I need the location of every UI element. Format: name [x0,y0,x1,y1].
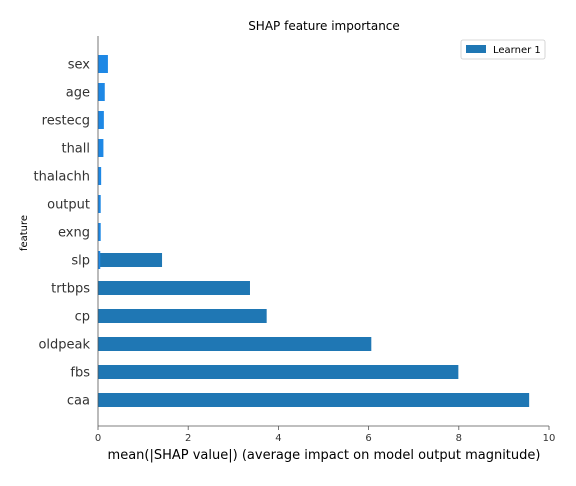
legend: Learner 1 [460,39,546,60]
x-ticks: 0 2 4 6 8 10 [95,426,556,444]
x-tick-label-6: 6 [365,433,371,444]
bar-slp [98,253,163,267]
chart-title: SHAP feature importance [248,19,400,33]
overlay-bar-age [98,83,105,101]
x-axis-label: mean(|SHAP value|) (average impact on mo… [108,448,541,463]
x-tick-label-10: 10 [543,433,556,444]
legend-label: Learner 1 [493,45,541,56]
x-tick-label-0: 0 [95,433,101,444]
bars-group [98,55,530,407]
y-tick-label-sex: sex [68,58,91,73]
bar-cp [98,309,267,323]
overlay-bar-sex [98,55,108,73]
y-tick-label-thalachh: thalachh [33,170,90,185]
bar-oldpeak [98,337,372,351]
y-axis-label: feature [19,215,30,251]
y-tick-label-trtbps: trtbps [51,282,90,297]
y-tick-label-exng: exng [58,226,90,241]
y-tick-label-output: output [47,198,90,213]
overlay-bar-slp [98,251,101,269]
x-tick-label-2: 2 [185,433,191,444]
y-tick-label-oldpeak: oldpeak [38,338,90,353]
y-tick-labels: sex age restecg thall thalachh output exng slp t… [33,58,90,409]
y-tick-label-fbs: fbs [70,366,90,381]
overlay-bar-output [98,195,101,213]
bar-fbs [98,365,459,379]
y-tick-label-restecg: restecg [42,114,90,129]
bar-trtbps [98,281,250,295]
overlay-bar-restecg [98,111,104,129]
y-tick-label-slp: slp [71,254,90,269]
overlay-bar-thalachh [98,167,102,185]
overlay-bar-exng [98,223,101,241]
x-tick-label-4: 4 [275,433,281,444]
legend-box [460,39,546,60]
x-tick-label-8: 8 [456,433,462,444]
y-tick-label-cp: cp [75,310,90,325]
y-tick-label-thall: thall [61,142,90,157]
y-tick-label-caa: caa [67,394,90,409]
overlay-bar-thall [98,139,104,157]
y-tick-label-age: age [66,86,90,101]
legend-swatch [466,45,486,53]
bar-caa [98,393,530,407]
